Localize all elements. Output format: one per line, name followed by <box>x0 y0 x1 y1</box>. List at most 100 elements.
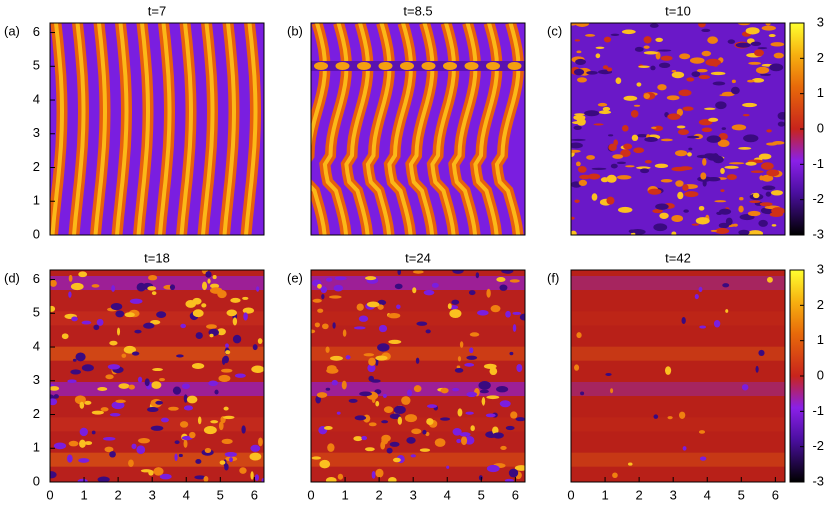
blob <box>332 322 336 329</box>
blob <box>454 368 464 373</box>
blob <box>406 389 413 397</box>
blob <box>691 71 701 78</box>
blob <box>684 191 699 198</box>
blob <box>745 161 757 166</box>
blob <box>655 37 663 42</box>
blob <box>579 174 591 180</box>
blob <box>53 442 67 450</box>
band <box>571 276 785 290</box>
blob <box>643 36 652 44</box>
blob <box>481 398 486 405</box>
blob <box>606 67 613 72</box>
blob <box>320 286 328 294</box>
blob <box>507 62 522 70</box>
blob <box>699 325 707 329</box>
colorbar-tick-label: -2 <box>812 438 824 453</box>
blob <box>74 395 86 405</box>
blob <box>701 127 713 133</box>
blob <box>479 389 489 394</box>
blob <box>610 388 614 394</box>
blob <box>769 63 784 72</box>
blob <box>449 309 462 319</box>
blob <box>371 471 376 479</box>
blob <box>768 34 776 38</box>
blob <box>640 168 650 174</box>
blob <box>770 190 783 196</box>
blob <box>616 161 627 165</box>
blob <box>152 368 163 372</box>
blob <box>70 369 82 375</box>
blob <box>456 365 461 369</box>
blob <box>79 439 86 448</box>
blob <box>208 380 219 387</box>
blob <box>316 392 328 398</box>
blob <box>323 426 333 430</box>
blob <box>630 232 636 235</box>
blob <box>212 275 217 280</box>
blob <box>50 305 56 312</box>
blob <box>727 39 736 44</box>
blob <box>201 281 208 291</box>
blob <box>674 150 688 157</box>
blob <box>505 425 515 431</box>
blob <box>148 274 158 281</box>
blob <box>683 209 689 213</box>
stripe-core <box>344 23 371 235</box>
blob <box>68 440 79 447</box>
x-tick-label: 6 <box>772 487 779 502</box>
blob <box>628 462 633 466</box>
blob <box>682 446 687 451</box>
blob <box>633 104 641 107</box>
blob <box>176 354 184 358</box>
blob <box>151 291 157 296</box>
blob <box>192 297 202 305</box>
colorbar-tick-label: 1 <box>817 85 824 100</box>
blob <box>505 310 511 318</box>
blob <box>758 219 768 227</box>
blob <box>633 147 645 154</box>
blob <box>464 62 479 70</box>
blob <box>380 441 386 450</box>
blob <box>330 355 343 361</box>
blob <box>156 311 167 318</box>
blob <box>322 323 329 330</box>
stripe-core <box>365 23 392 235</box>
blob <box>358 315 369 322</box>
blob <box>617 206 633 213</box>
blob <box>150 319 161 325</box>
blob <box>239 467 247 474</box>
blob <box>137 376 143 383</box>
blob <box>111 401 125 410</box>
blob <box>747 230 764 235</box>
blob <box>576 77 587 83</box>
blob <box>381 420 389 424</box>
frame <box>570 269 786 483</box>
blob <box>425 329 431 334</box>
blob <box>667 416 673 420</box>
blob <box>725 217 733 226</box>
band <box>571 417 785 432</box>
blob <box>610 163 618 169</box>
blob <box>698 23 706 28</box>
blob <box>107 364 121 370</box>
blob <box>84 441 93 446</box>
blob <box>602 65 609 70</box>
blob <box>489 367 498 376</box>
blob <box>575 58 586 66</box>
blob <box>230 297 241 303</box>
blob <box>388 339 402 345</box>
blob <box>602 106 611 112</box>
blob <box>243 312 248 321</box>
blob <box>706 176 721 182</box>
blob <box>249 452 262 461</box>
blob <box>204 447 212 453</box>
blob <box>81 320 92 325</box>
stripe-core <box>387 23 414 235</box>
blob <box>359 391 372 397</box>
blob <box>412 287 417 294</box>
y-tick-label: 4 <box>33 91 40 106</box>
heatmap <box>311 270 525 482</box>
blob <box>698 205 705 211</box>
blob <box>477 310 489 316</box>
blob <box>586 70 598 75</box>
